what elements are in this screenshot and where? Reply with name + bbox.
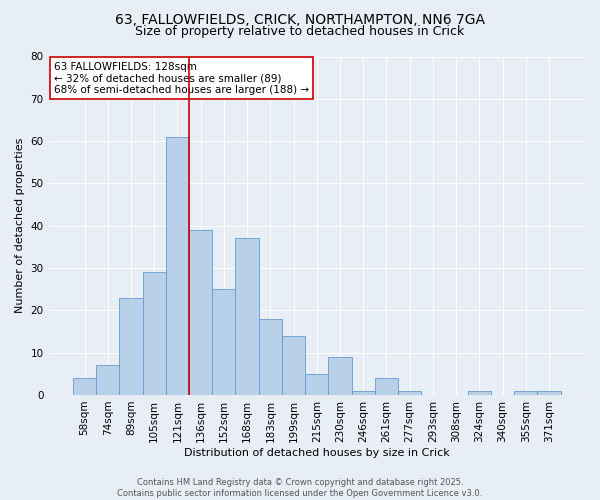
Bar bbox=[96, 366, 119, 395]
Bar bbox=[352, 390, 375, 395]
Bar bbox=[73, 378, 96, 395]
Bar bbox=[328, 357, 352, 395]
Bar bbox=[212, 289, 235, 395]
Bar bbox=[119, 298, 143, 395]
Text: Size of property relative to detached houses in Crick: Size of property relative to detached ho… bbox=[136, 25, 464, 38]
Bar bbox=[468, 390, 491, 395]
Y-axis label: Number of detached properties: Number of detached properties bbox=[15, 138, 25, 314]
Bar bbox=[398, 390, 421, 395]
Text: Contains HM Land Registry data © Crown copyright and database right 2025.
Contai: Contains HM Land Registry data © Crown c… bbox=[118, 478, 482, 498]
Bar bbox=[189, 230, 212, 395]
Text: 63 FALLOWFIELDS: 128sqm
← 32% of detached houses are smaller (89)
68% of semi-de: 63 FALLOWFIELDS: 128sqm ← 32% of detache… bbox=[54, 62, 309, 95]
Bar bbox=[375, 378, 398, 395]
Bar bbox=[235, 238, 259, 395]
Bar bbox=[259, 319, 282, 395]
Bar bbox=[282, 336, 305, 395]
Bar bbox=[514, 390, 538, 395]
Bar bbox=[538, 390, 560, 395]
Text: 63, FALLOWFIELDS, CRICK, NORTHAMPTON, NN6 7GA: 63, FALLOWFIELDS, CRICK, NORTHAMPTON, NN… bbox=[115, 12, 485, 26]
Bar bbox=[305, 374, 328, 395]
X-axis label: Distribution of detached houses by size in Crick: Distribution of detached houses by size … bbox=[184, 448, 449, 458]
Bar bbox=[143, 272, 166, 395]
Bar bbox=[166, 137, 189, 395]
